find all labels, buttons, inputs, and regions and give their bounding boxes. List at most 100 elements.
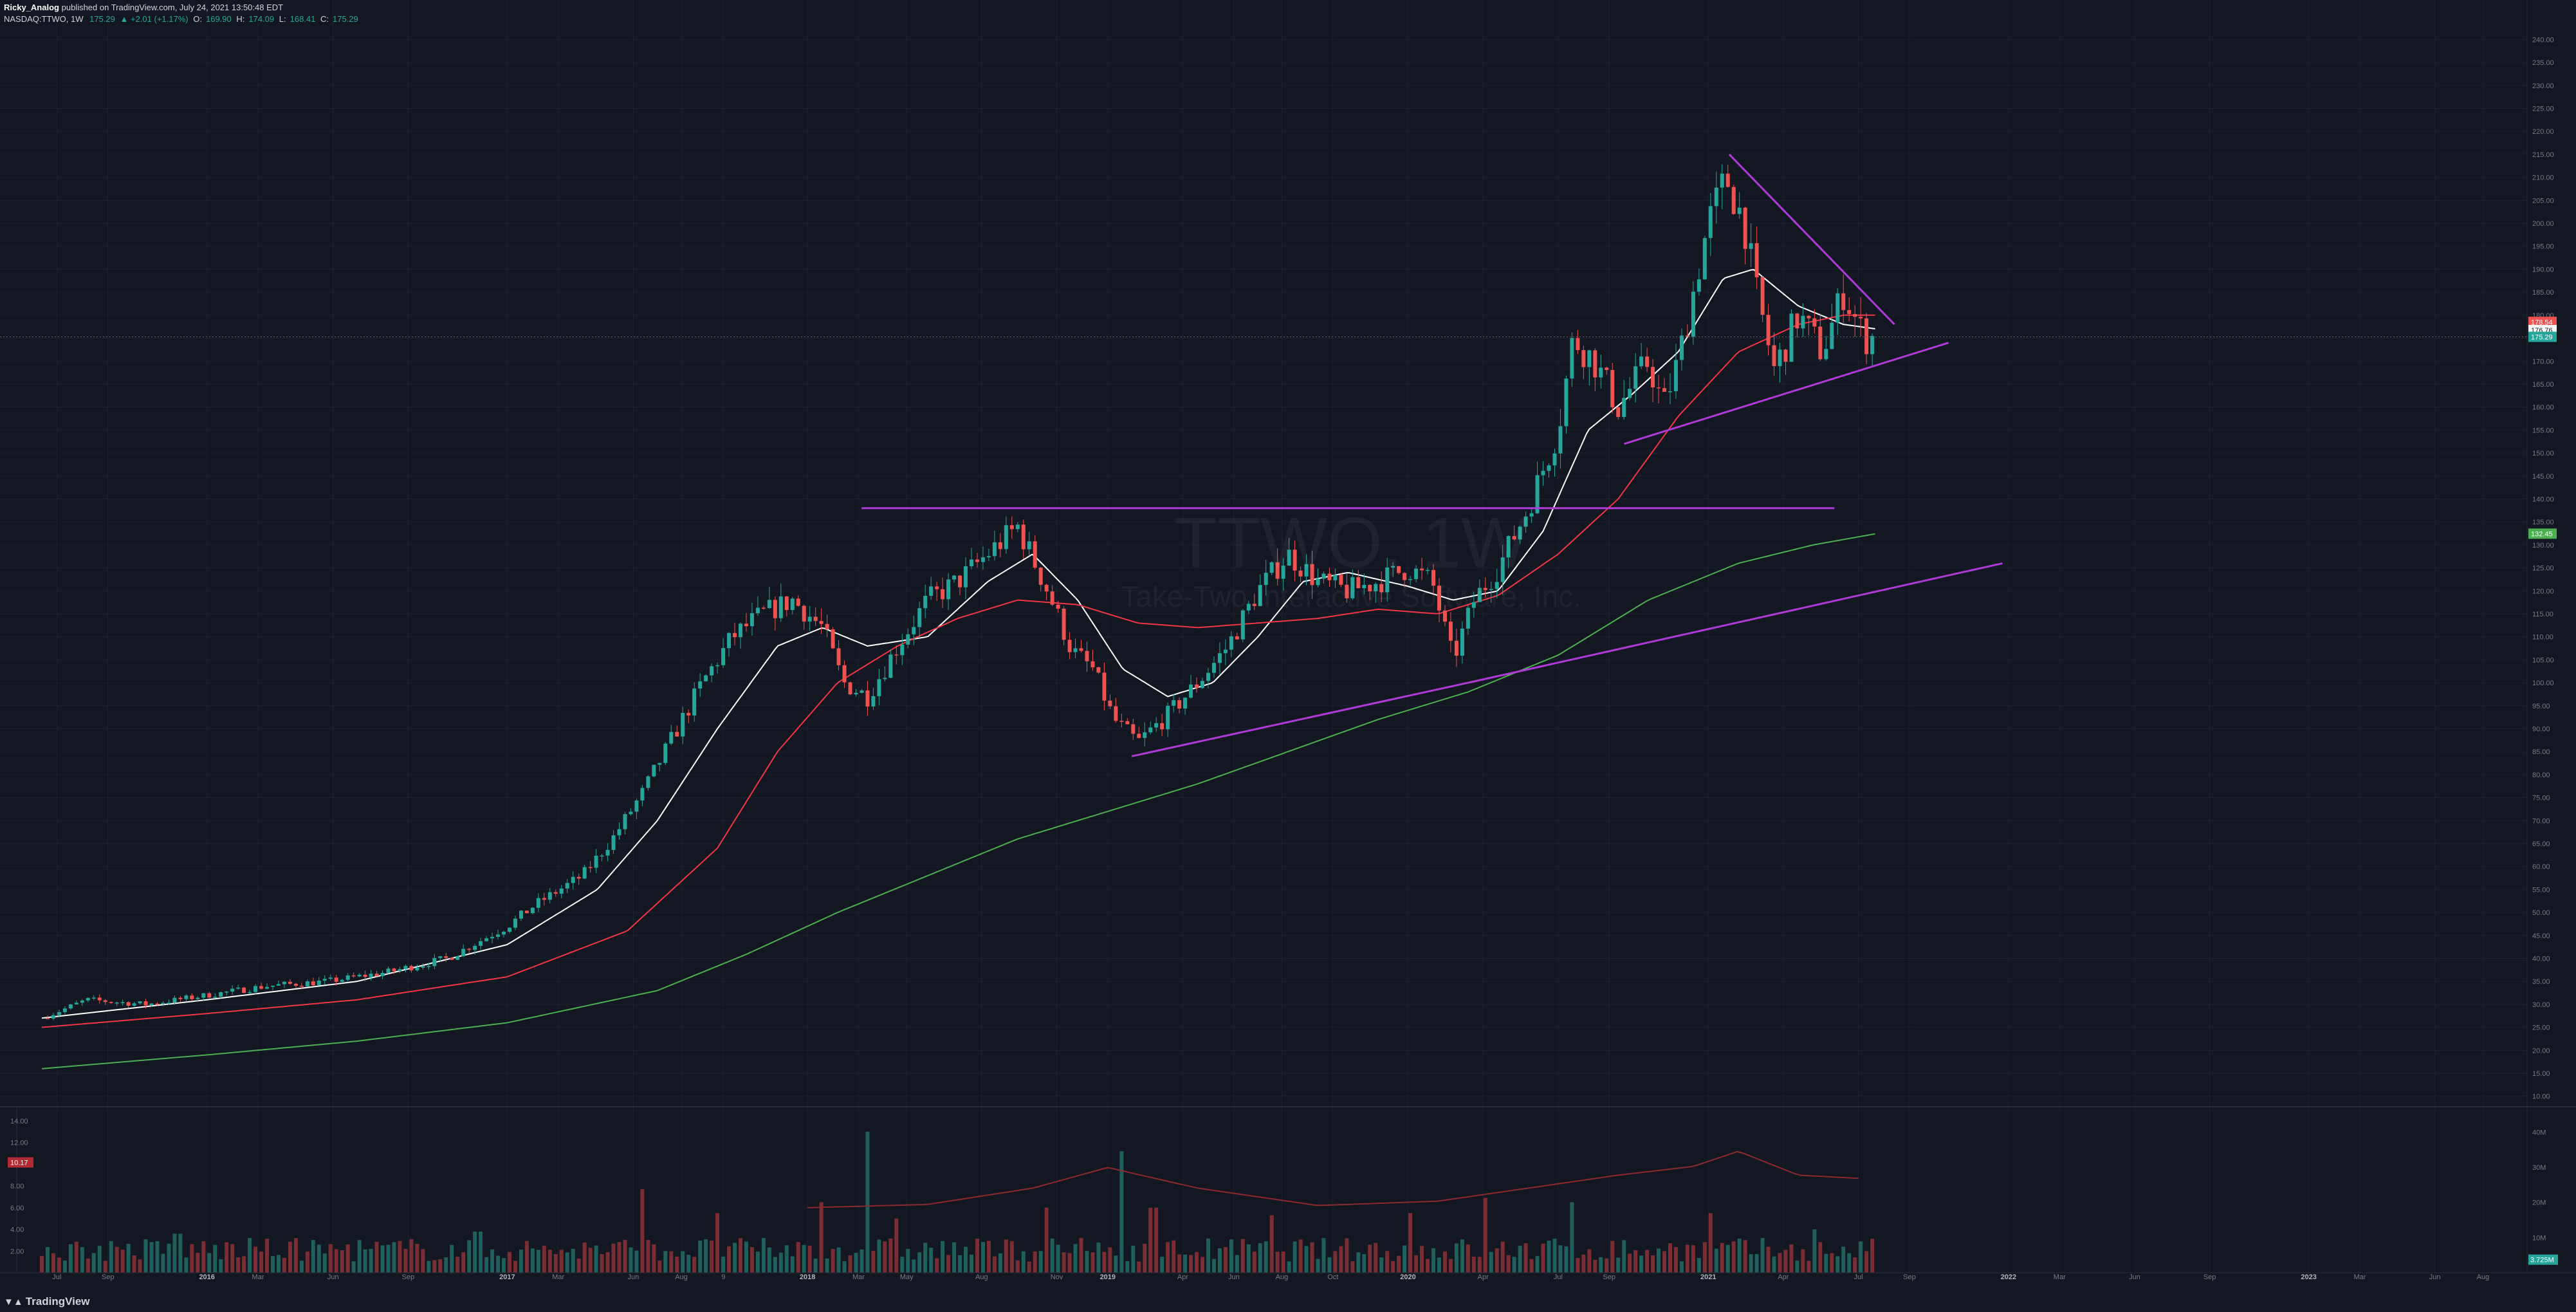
candle-body (86, 997, 90, 1001)
volume-bar (45, 1247, 50, 1273)
volume-bar (1293, 1241, 1297, 1273)
candle-body (369, 974, 373, 977)
volume-bar (502, 1258, 506, 1273)
volume-left-tick: 12.00 (10, 1140, 28, 1147)
volume-bar (1195, 1252, 1199, 1273)
candle-body (1754, 243, 1759, 277)
y-tick-label: 140.00 (2532, 495, 2554, 503)
candle-body (138, 1001, 142, 1004)
volume-bar (1552, 1239, 1557, 1273)
candle-body (923, 596, 928, 609)
candle-body (1015, 524, 1020, 530)
volume-bar (1281, 1251, 1285, 1273)
candle-body (658, 762, 662, 765)
candle-body (900, 644, 905, 656)
candle-body (91, 997, 96, 999)
candle-body (1535, 475, 1540, 513)
volume-bar (1414, 1255, 1419, 1273)
candle-body (1211, 663, 1216, 673)
candle-body (1304, 564, 1309, 577)
y-tick-label: 135.00 (2532, 519, 2554, 526)
volume-bar (1599, 1257, 1603, 1273)
volume-bar (1264, 1241, 1268, 1273)
volume-bar (1009, 1241, 1014, 1273)
volume-bar (854, 1253, 858, 1273)
candle-body (386, 968, 391, 974)
volume-bar (1708, 1213, 1713, 1273)
volume-bar (1471, 1256, 1476, 1273)
volume-last-label: 3.725M (2530, 1257, 2554, 1264)
candle-body (969, 559, 973, 567)
candle-body (1547, 465, 1551, 471)
volume-bar (155, 1241, 160, 1273)
candle-body (293, 983, 298, 986)
candle-body (1166, 705, 1170, 730)
candle-body (225, 991, 229, 993)
candle-body (761, 607, 766, 609)
symbol-info: NASDAQ:TTWO, 1W 175.29 ▲ +2.01 (+1.17%) … (4, 14, 361, 24)
candle-body (507, 927, 511, 932)
price-badge-label: 178.54 (2531, 319, 2553, 326)
volume-bar (1385, 1251, 1390, 1273)
candle-body (738, 624, 742, 638)
y-tick-label: 60.00 (2532, 864, 2550, 871)
y-tick-label: 155.00 (2532, 427, 2554, 434)
candle-body (1189, 684, 1193, 698)
volume-bar (317, 1244, 321, 1273)
candle-body (1610, 370, 1615, 407)
candle-body (1801, 315, 1805, 329)
volume-bar (161, 1253, 165, 1273)
candle-body (1477, 587, 1482, 602)
candle-body (1172, 700, 1176, 706)
x-tick-label: 2023 (2301, 1273, 2316, 1281)
x-tick-label: Jul (1854, 1273, 1863, 1281)
volume-bar (1864, 1251, 1869, 1273)
volume-bar (923, 1243, 928, 1273)
candle-body (109, 1002, 113, 1003)
x-tick-label: Mar (2054, 1273, 2066, 1281)
volume-bar (1749, 1254, 1753, 1273)
volume-bar (143, 1239, 148, 1273)
candle-body (964, 566, 968, 587)
x-tick-label: Nov (1051, 1273, 1063, 1281)
x-tick-label: Apr (1478, 1273, 1489, 1281)
x-tick-label: Jun (1228, 1273, 1240, 1281)
volume-bar (1183, 1254, 1188, 1273)
volume-bar (415, 1244, 419, 1273)
candle-body (1108, 700, 1112, 707)
tradingview-logo[interactable]: ▼▲ TradingView (4, 1295, 90, 1308)
candle-body (692, 688, 697, 716)
candle-body (1009, 525, 1014, 530)
moving-averages (41, 269, 1875, 1069)
symbol-name[interactable]: NASDAQ:TTWO, 1W (4, 14, 84, 24)
volume-indicator-line (807, 1150, 1859, 1208)
candle-body (1633, 366, 1638, 389)
candle-body (836, 648, 841, 665)
candle-body (1269, 562, 1274, 573)
candle-body (530, 907, 535, 914)
volume-right-tick: 40M (2532, 1129, 2546, 1136)
x-tick-label: 9 (721, 1273, 725, 1281)
candle-body (1333, 575, 1338, 580)
volume-bar (588, 1248, 593, 1273)
volume-bar (686, 1255, 691, 1273)
volume-bar (831, 1249, 835, 1273)
volume-bar (1657, 1248, 1661, 1273)
y-tick-label: 185.00 (2532, 289, 2554, 297)
candle-body (1466, 607, 1470, 629)
volume-bar (761, 1237, 766, 1273)
candle-body (941, 589, 945, 600)
candle-body (1628, 389, 1632, 398)
volume-bar (802, 1244, 806, 1273)
trendline (1467, 562, 2003, 684)
author-name[interactable]: Ricky_Analog (4, 3, 59, 12)
x-tick-label: Jul (1554, 1273, 1563, 1281)
y-tick-label: 25.00 (2532, 1024, 2550, 1032)
candle-body (1310, 564, 1314, 586)
volume-bar (663, 1251, 668, 1273)
volume-bar (363, 1249, 367, 1273)
candle-body (1044, 584, 1049, 592)
volume-bar (288, 1241, 292, 1273)
volume-bar (1529, 1259, 1534, 1273)
